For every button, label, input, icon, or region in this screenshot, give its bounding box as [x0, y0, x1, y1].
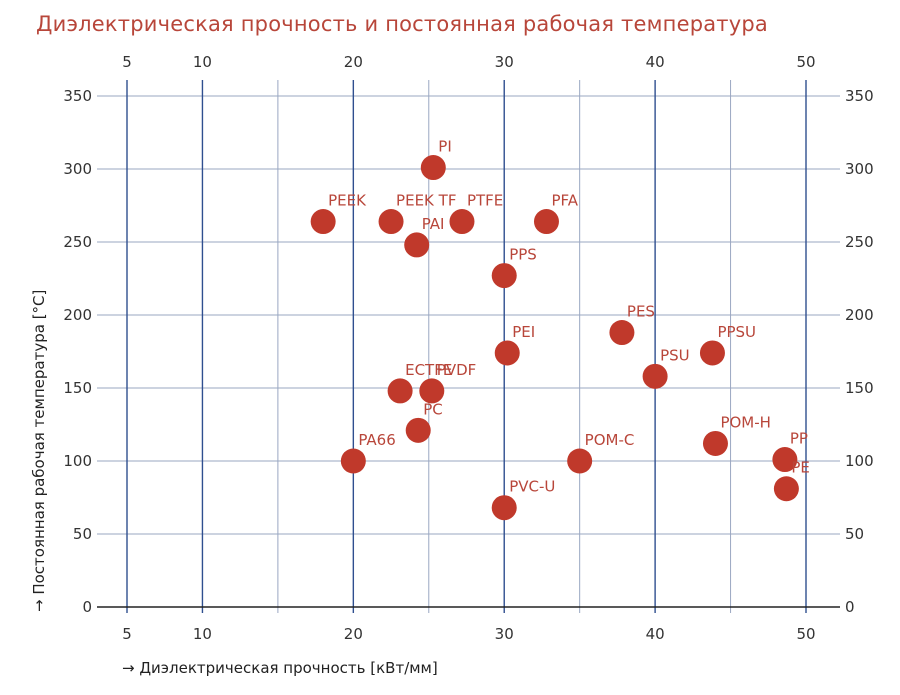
y-tick-label-right: 0 [845, 598, 855, 616]
y-tick-label-left: 200 [63, 306, 92, 324]
data-point [772, 447, 798, 473]
data-point-label: PPS [509, 246, 537, 264]
data-point-label: PES [627, 303, 655, 321]
y-tick-label-right: 250 [845, 233, 874, 251]
y-tick-label-left: 150 [63, 379, 92, 397]
chart-title: Диэлектрическая прочность и постоянная р… [36, 12, 768, 36]
x-tick-label-bottom: 20 [344, 625, 363, 643]
grid [97, 80, 840, 613]
data-point [642, 363, 668, 389]
x-tick-label-bottom: 5 [122, 625, 132, 643]
x-tick-label-bottom: 40 [646, 625, 665, 643]
y-tick-label-right: 300 [845, 160, 874, 178]
data-point-label: PI [438, 138, 451, 156]
x-tick-label-top: 10 [193, 53, 212, 71]
data-point-label: PFA [551, 192, 578, 210]
x-axis-title: → Диэлектрическая прочность [кВт/мм] [122, 659, 438, 677]
data-point-label: PVDF [437, 361, 477, 379]
data-point [405, 417, 431, 443]
axes: 0 0 50 50 100 100 150 150 200 200 250 250 300 300 350 3… [63, 53, 873, 643]
y-tick-label-left: 100 [63, 452, 92, 470]
data-point [609, 320, 635, 346]
data-point [387, 378, 413, 404]
data-point-label: PEEK TF [396, 192, 456, 210]
y-tick-label-left: 350 [63, 87, 92, 105]
data-point [702, 430, 728, 456]
data-point [340, 448, 366, 474]
data-point-label: PEEK [328, 192, 367, 210]
data-point [419, 378, 445, 404]
x-tick-label-top: 40 [646, 53, 665, 71]
y-axis-title: → Постоянная рабочая температура [°C] [30, 290, 48, 612]
data-point-label: PEI [512, 323, 535, 341]
y-tick-label-right: 200 [845, 306, 874, 324]
x-tick-label-top: 5 [122, 53, 132, 71]
y-tick-label-right: 100 [845, 452, 874, 470]
data-point-label: PVC-U [509, 478, 555, 496]
data-point-label: PSU [660, 346, 690, 364]
data-point [378, 209, 404, 235]
data-points [310, 155, 799, 521]
x-tick-label-bottom: 10 [193, 625, 212, 643]
data-point-label: PA66 [358, 431, 395, 449]
point-labels: PI PEEK PEEK TF PTFE PFA PAI PPS PES PPSU PEI PSU E… [328, 138, 810, 496]
data-point-label: PPSU [717, 323, 756, 341]
y-tick-label-left: 0 [82, 598, 92, 616]
y-tick-label-left: 250 [63, 233, 92, 251]
y-tick-label-left: 50 [73, 525, 92, 543]
data-point [420, 155, 446, 181]
data-point [491, 263, 517, 289]
y-tick-label-left: 300 [63, 160, 92, 178]
data-point [699, 340, 725, 366]
data-point [773, 476, 799, 502]
data-point [404, 232, 430, 258]
data-point-label: PTFE [467, 192, 503, 210]
x-tick-label-top: 20 [344, 53, 363, 71]
data-point-label: POM-C [585, 431, 635, 449]
x-tick-label-top: 30 [495, 53, 514, 71]
x-tick-label-top: 50 [796, 53, 815, 71]
data-point [449, 209, 475, 235]
x-tick-label-bottom: 50 [796, 625, 815, 643]
data-point [494, 340, 520, 366]
data-point-label: PE [791, 459, 810, 477]
data-point-label: ECTFE [405, 361, 452, 379]
x-tick-label-bottom: 30 [495, 625, 514, 643]
data-point-label: PAI [422, 215, 445, 233]
y-tick-label-right: 350 [845, 87, 874, 105]
data-point-label: PC [423, 400, 443, 418]
y-tick-label-right: 50 [845, 525, 864, 543]
data-point [567, 448, 593, 474]
y-tick-label-right: 150 [845, 379, 874, 397]
data-point [491, 495, 517, 521]
data-point-label: PP [790, 430, 808, 448]
data-point [310, 209, 336, 235]
data-point [533, 209, 559, 235]
data-point-label: POM-H [720, 413, 771, 431]
